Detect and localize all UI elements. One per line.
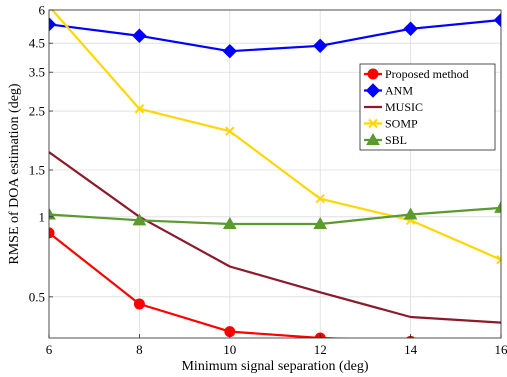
data-point-anm [493, 12, 501, 28]
data-point-sbl [403, 207, 418, 220]
legend-label-music: MUSIC [385, 100, 423, 114]
plot-area [49, 10, 501, 338]
x-tick-label: 6 [46, 342, 53, 357]
plot-frame [48, 9, 502, 339]
legend-label-anm: ANM [385, 84, 413, 98]
data-point-sbl [132, 213, 147, 226]
y-tick-label: 6 [39, 3, 46, 18]
data-point-anm [132, 28, 147, 43]
y-tick-label: 1.5 [29, 163, 45, 178]
data-point-anm [49, 17, 57, 32]
x-axis-title: Minimum signal separation (deg) [181, 359, 368, 374]
legend-marker-anm [365, 83, 381, 98]
data-point-sbl [49, 207, 56, 220]
data-point-sbl [494, 200, 501, 213]
y-tick-label: 2.5 [29, 104, 45, 119]
series-line-somp [50, 10, 501, 261]
data-point-somp [51, 10, 54, 11]
x-tick-label: 10 [223, 342, 236, 357]
data-point-sbl [222, 216, 237, 229]
x-tick-label: 14 [404, 342, 418, 357]
series-line-music [49, 151, 501, 324]
series-line-sbl [49, 206, 501, 226]
legend-box [359, 63, 496, 151]
y-axis-title: RMSE of DOA estimation (deg) [7, 83, 22, 265]
x-axis-ticks: 6 8 10 12 14 16 [46, 334, 507, 357]
y-axis-ticks: 0.5 1 1.5 2.5 3.5 4.5 6 [29, 3, 53, 304]
data-point-somp [134, 104, 145, 114]
data-point-anm [403, 21, 418, 36]
y-tick-label: 4.5 [29, 36, 45, 51]
legend-label-sbl: SBL [385, 133, 407, 147]
data-point-somp [496, 254, 501, 265]
x-tick-label: 12 [314, 342, 327, 357]
series-group [49, 10, 501, 338]
data-point-anm [312, 38, 328, 54]
data-point-sbl [313, 216, 328, 229]
data-point-somp [315, 193, 325, 204]
x-tick-label: 8 [136, 342, 143, 357]
data-point-proposed-method [49, 227, 55, 239]
series-line-anm [49, 18, 501, 53]
x-tick-label: 16 [495, 342, 507, 357]
legend-label-proposed-method: Proposed method [385, 67, 469, 81]
legend-label-somp: SOMP [385, 117, 418, 131]
legend-marker-proposed-method [367, 68, 379, 80]
legend: Proposed method ANM MUSIC SOMP SBL [359, 63, 496, 151]
data-point-anm [222, 43, 238, 59]
series-line-proposed-method [49, 232, 351, 338]
legend-marker-somp [368, 118, 378, 129]
data-point-somp [225, 126, 235, 136]
data-point-proposed-method [133, 298, 145, 310]
y-tick-label: 1 [39, 209, 46, 224]
y-tick-label: 3.5 [29, 65, 45, 80]
markers-group [49, 10, 501, 338]
legend-marker-sbl [366, 132, 380, 145]
y-tick-label: 0.5 [29, 289, 45, 304]
